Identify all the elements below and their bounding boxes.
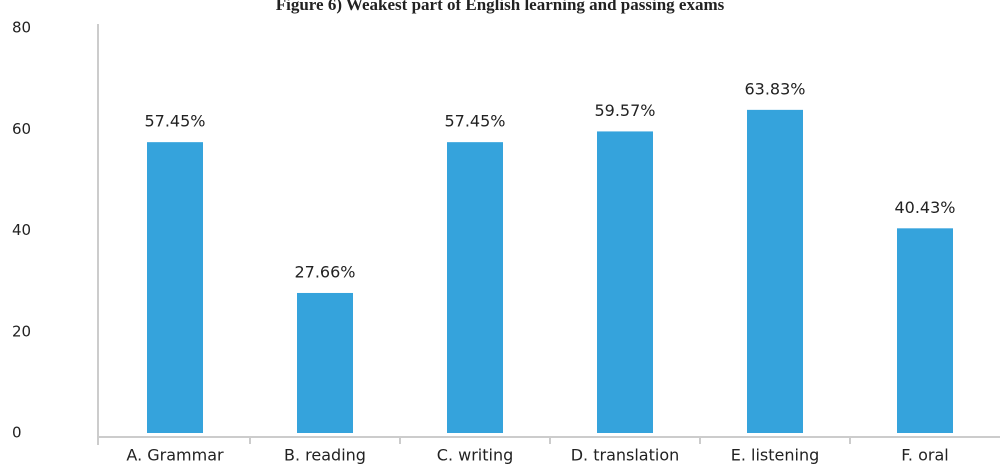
value-label: 63.83%: [744, 79, 805, 98]
x-tick-label: E. listening: [731, 446, 820, 465]
x-tick-label: C. writing: [437, 446, 513, 465]
bar: [897, 228, 953, 433]
chart-title: Figure 6) Weakest part of English learni…: [276, 0, 725, 14]
x-tick-label: B. reading: [284, 446, 366, 465]
value-label: 57.45%: [144, 112, 205, 131]
x-tick-label: D. translation: [571, 446, 680, 465]
value-label: 27.66%: [294, 262, 355, 281]
y-tick-label: 20: [12, 322, 31, 340]
x-tick-label: F. oral: [901, 446, 948, 465]
bar: [147, 142, 203, 434]
y-tick-label: 60: [12, 120, 31, 138]
y-tick-label: 40: [12, 221, 31, 239]
bar: [447, 142, 503, 434]
bar: [597, 131, 653, 433]
x-tick-label: A. Grammar: [126, 446, 224, 465]
bar: [747, 109, 803, 433]
value-label: 59.57%: [594, 101, 655, 120]
value-label: 40.43%: [894, 198, 955, 217]
y-tick-label: 0: [12, 424, 22, 442]
value-label: 57.45%: [444, 112, 505, 131]
bar: [297, 292, 353, 433]
y-tick-label: 80: [12, 19, 31, 37]
